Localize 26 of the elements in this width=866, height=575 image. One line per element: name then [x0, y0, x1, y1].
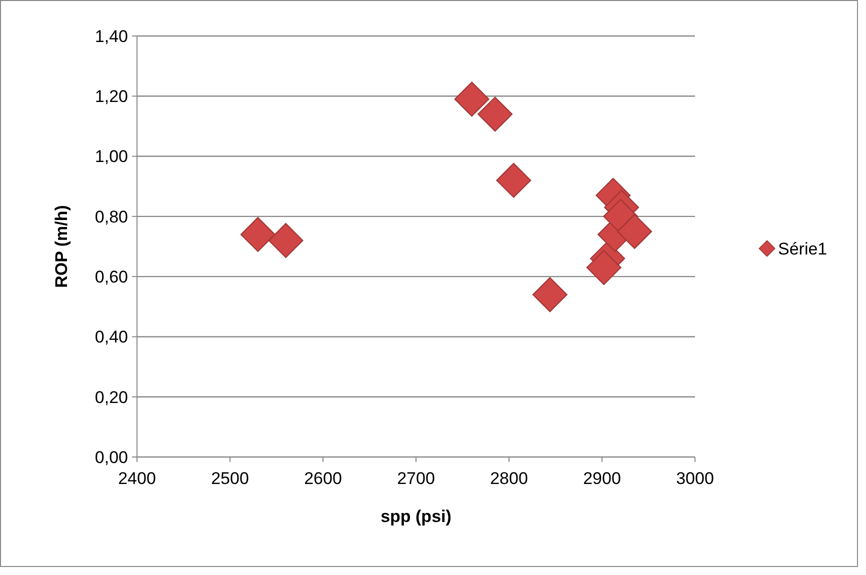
x-tick-label: 2700: [397, 469, 435, 488]
x-tick-label: 2900: [583, 469, 621, 488]
x-tick-label: 2800: [490, 469, 528, 488]
y-tick-label: 1,20: [94, 87, 128, 106]
y-tick-label: 0,80: [94, 207, 128, 226]
point: [478, 96, 513, 132]
legend-label: Série1: [778, 239, 828, 258]
x-axis-title: spp (psi): [380, 507, 452, 526]
point: [532, 277, 568, 312]
y-tick-label: 0,00: [94, 448, 128, 467]
x-tick-label: 2500: [211, 469, 249, 488]
point: [268, 222, 304, 258]
point: [617, 214, 652, 249]
y-axis-title: ROP (m/h): [52, 205, 71, 288]
y-tick-label: 1,00: [94, 147, 128, 166]
x-tick-label: 2600: [304, 469, 342, 488]
y-tick-label: 0,20: [94, 388, 128, 407]
point: [586, 250, 622, 286]
x-tick-label: 3000: [676, 469, 714, 488]
point: [240, 216, 276, 252]
point: [496, 162, 532, 198]
point: [454, 82, 490, 117]
y-tick-label: 1,40: [94, 26, 128, 46]
y-tick-label: 0,60: [94, 268, 128, 287]
x-tick-label: 2400: [118, 469, 156, 488]
y-tick-label: 0,40: [94, 328, 128, 347]
